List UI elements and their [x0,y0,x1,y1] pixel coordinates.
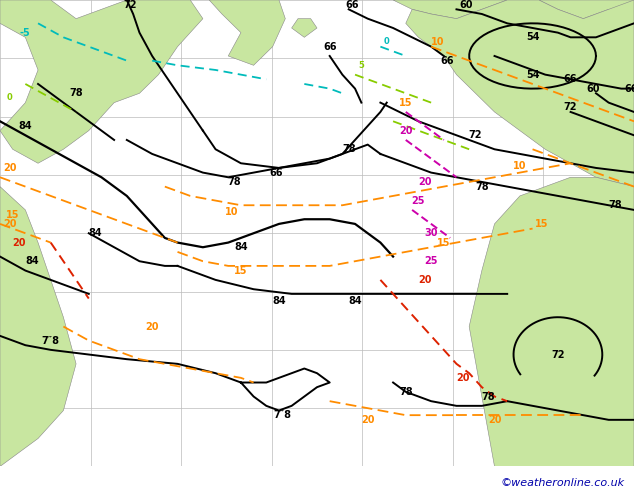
Text: Fr 27-09-2024 12:00 UTC (12+96): Fr 27-09-2024 12:00 UTC (12+96) [349,472,569,485]
Text: 84: 84 [88,228,102,238]
Text: 25: 25 [424,256,438,266]
Text: 84: 84 [234,242,248,252]
Text: -5: -5 [20,27,30,38]
Text: 78: 78 [475,182,489,192]
Text: 60: 60 [459,0,473,10]
Text: 72: 72 [564,102,578,112]
Polygon shape [469,177,634,466]
Text: 15: 15 [399,98,413,108]
Text: 10: 10 [430,37,444,47]
Text: 0: 0 [6,94,13,102]
Text: 72: 72 [469,130,482,140]
Text: 84: 84 [25,256,39,266]
Text: 20: 20 [418,177,432,187]
Text: 30: 30 [424,228,438,238]
Text: 78: 78 [69,88,83,98]
Text: 66: 66 [269,168,283,177]
Text: 66: 66 [564,74,578,84]
Text: 60: 60 [586,84,600,94]
Text: ©weatheronline.co.uk: ©weatheronline.co.uk [500,478,624,488]
Text: 78: 78 [228,177,242,187]
Text: 15: 15 [437,238,451,247]
Text: 84: 84 [348,296,362,306]
Text: 15: 15 [535,219,549,229]
Text: 20: 20 [418,275,432,285]
Text: 84: 84 [272,296,286,306]
Polygon shape [0,0,203,163]
Text: 66: 66 [345,0,359,10]
Text: 78: 78 [342,144,356,154]
Text: 10: 10 [513,161,527,171]
Text: 54: 54 [526,70,540,80]
Text: 20: 20 [12,238,26,247]
Text: 20: 20 [145,321,159,332]
Text: 66: 66 [440,56,454,66]
Polygon shape [292,19,317,37]
Text: 78: 78 [608,200,622,210]
Polygon shape [0,187,76,466]
Text: 72: 72 [123,0,137,10]
Text: 20: 20 [399,125,413,136]
Polygon shape [393,0,634,19]
Text: Height/Temp. 925 hPa [gdpm] ECMWF: Height/Temp. 925 hPa [gdpm] ECMWF [6,472,242,485]
Text: 15: 15 [6,210,20,220]
Text: 10: 10 [224,207,238,217]
Text: 0: 0 [384,37,390,47]
Text: 7″8: 7″8 [273,410,291,420]
Text: 66: 66 [323,42,337,51]
Text: 7″8: 7″8 [42,336,60,345]
Text: 20: 20 [456,373,470,383]
Text: 20: 20 [488,415,501,425]
Text: 72: 72 [551,349,565,360]
Polygon shape [209,0,285,65]
Text: 78: 78 [481,392,495,401]
Text: 66: 66 [624,84,634,94]
Text: 5: 5 [358,61,365,70]
Text: 84: 84 [18,121,32,131]
Text: 54: 54 [526,32,540,42]
Text: 78: 78 [399,387,413,397]
Text: 15: 15 [234,266,248,275]
Polygon shape [406,0,634,187]
Text: 25: 25 [411,196,425,206]
Text: 20: 20 [3,163,16,173]
Text: 20: 20 [361,415,375,425]
Text: 20: 20 [3,219,16,229]
